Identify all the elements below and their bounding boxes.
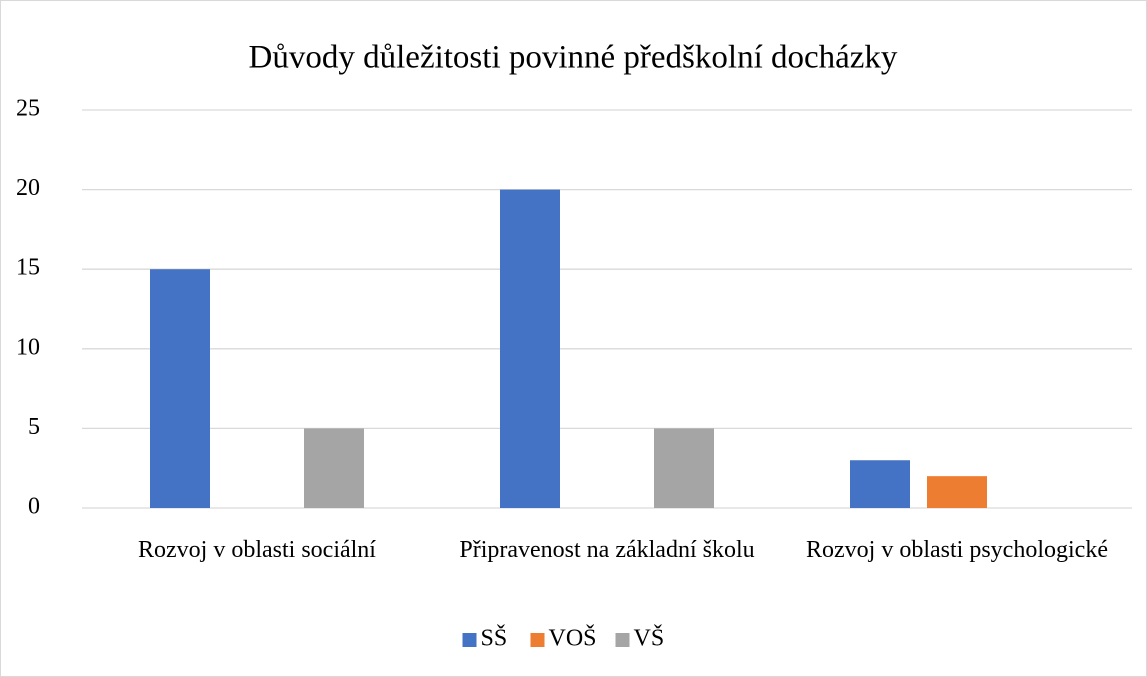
- x-tick-label: Připravenost na základní školu: [459, 537, 755, 563]
- y-tick-label: 5: [28, 414, 40, 440]
- chart-title: Důvody důležitosti povinné předškolní do…: [249, 40, 898, 76]
- bar: [927, 476, 987, 508]
- bar: [500, 189, 560, 508]
- bar: [304, 428, 364, 508]
- x-tick-label: Rozvoj v oblasti sociální: [138, 537, 376, 563]
- x-tick-label: Rozvoj v oblasti psychologické: [806, 537, 1108, 563]
- y-tick-label: 10: [16, 334, 40, 360]
- bar: [150, 269, 210, 508]
- legend-label: VOŠ: [549, 625, 597, 652]
- y-tick-label: 15: [16, 255, 40, 281]
- y-tick-label: 0: [28, 494, 40, 520]
- y-tick-label: 25: [16, 96, 40, 122]
- bar: [654, 428, 714, 508]
- bar: [850, 460, 910, 508]
- legend-swatch: [530, 633, 545, 647]
- legend-swatch: [615, 633, 630, 647]
- legend-label: SŠ: [481, 625, 508, 652]
- y-tick-label: 20: [16, 175, 40, 201]
- legend-label: VŠ: [634, 625, 665, 652]
- legend-swatch: [462, 633, 477, 647]
